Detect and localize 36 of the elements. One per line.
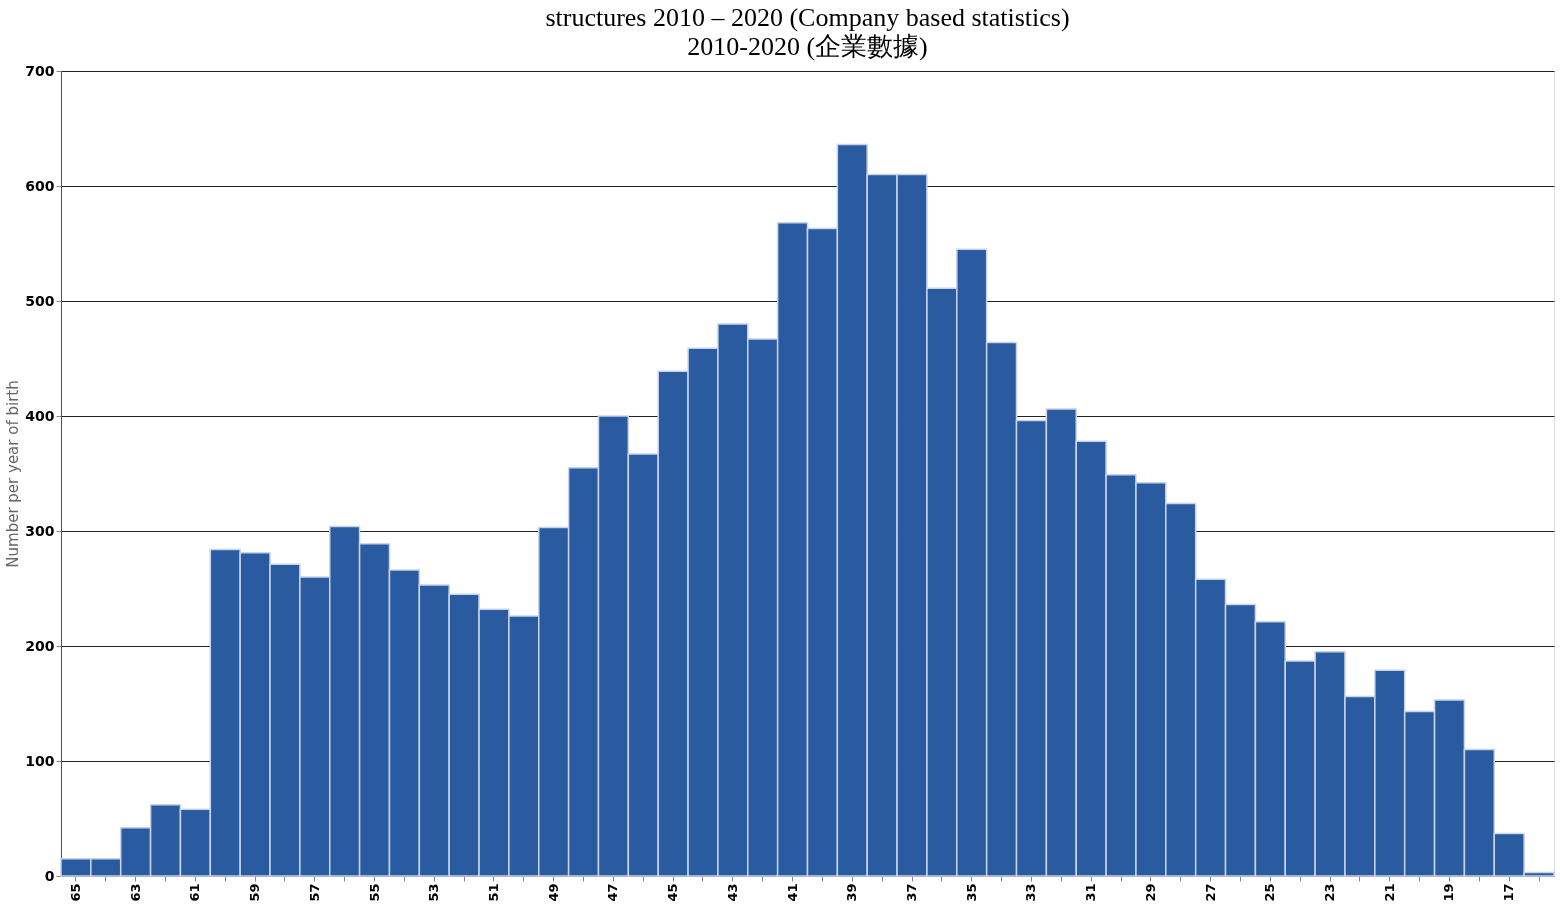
x-tick-label: 61: [187, 883, 203, 902]
x-tick-label: 17: [1501, 883, 1517, 902]
x-tick-label: 21: [1381, 883, 1397, 902]
chart-subtitle: 2010-2020 (企業數據): [687, 32, 928, 61]
x-tick-label: 39: [844, 883, 860, 902]
x-tick-label: 59: [247, 883, 263, 902]
chart-title: structures 2010 – 2020 (Company based statistics): [545, 3, 1070, 32]
y-tick-label: 100: [25, 752, 55, 769]
y-tick-label: 700: [25, 62, 55, 79]
x-tick-label: 23: [1322, 883, 1338, 902]
x-tick-label: 33: [1023, 883, 1039, 902]
x-tick-label: 53: [426, 883, 442, 902]
x-tick-label: 27: [1202, 883, 1218, 902]
x-tick-label: 41: [784, 883, 800, 902]
x-tick-label: 57: [306, 883, 322, 902]
y-tick-label: 200: [25, 637, 55, 654]
y-tick-label: 600: [25, 177, 55, 194]
x-tick-label: 19: [1441, 883, 1457, 902]
x-tick-label: 49: [545, 883, 561, 902]
y-tick-label: 500: [25, 292, 55, 309]
x-tick-label: 43: [724, 883, 740, 902]
x-tick-label: 31: [1083, 883, 1099, 902]
y-tick-label: 0: [44, 867, 55, 884]
x-tick-label: 63: [127, 883, 143, 902]
x-tick-label: 45: [665, 883, 681, 902]
x-tick-label: 35: [963, 883, 979, 902]
y-tick-label: 400: [25, 407, 55, 424]
x-tick-label: 37: [904, 883, 920, 902]
y-axis-title: Number per year of birth: [4, 380, 23, 568]
x-tick-label: 51: [485, 883, 501, 902]
x-tick-label: 47: [605, 883, 621, 902]
x-tick-label: 25: [1262, 883, 1278, 902]
x-tick-label: 65: [67, 883, 83, 902]
y-tick-label: 300: [25, 522, 55, 539]
x-tick-label: 29: [1142, 883, 1158, 902]
x-tick-label: 55: [366, 883, 382, 902]
